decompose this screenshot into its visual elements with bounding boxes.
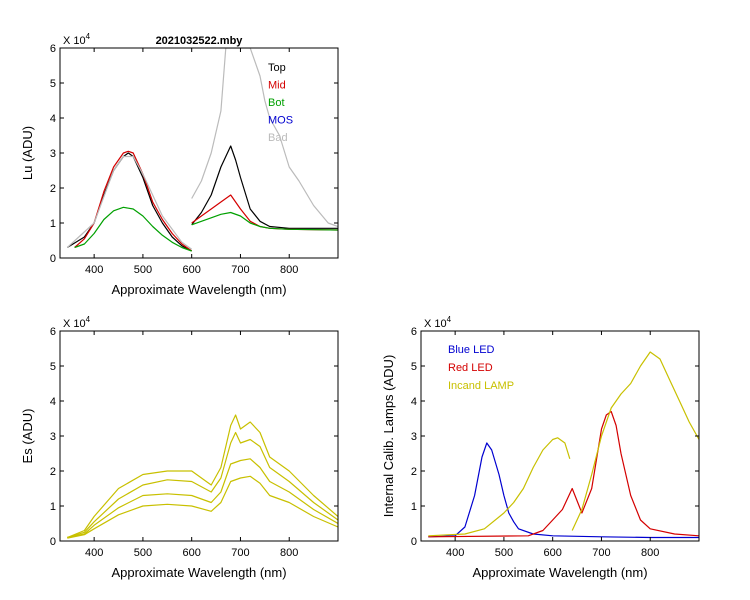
- series-line-bad: [66, 155, 193, 250]
- y-axis-label: Internal Calib. Lamps (ADU): [381, 355, 396, 518]
- x-tick-label: 800: [280, 547, 298, 559]
- y-tick-label: 5: [411, 361, 417, 373]
- y-axis-label: Lu (ADU): [20, 126, 35, 180]
- x-tick-label: 400: [85, 264, 103, 276]
- y-tick-label: 3: [50, 148, 56, 160]
- lu-chart: 400 500 600 700 800 0 1 2 3 4 5 6 X 104 Approximate W…: [20, 32, 339, 297]
- series-line-bot: [74, 206, 192, 252]
- y-tick-label: 2: [50, 183, 56, 195]
- y-tick-label: 6: [411, 326, 417, 338]
- plot-frame: [59, 47, 339, 259]
- lamps-chart: 400 500 600 700 800 0 1 2 3 4 5 6 X 104 Approximate W…: [381, 315, 700, 580]
- legend-entry-mos: MOS: [268, 115, 293, 127]
- x-tick-label: 700: [231, 264, 249, 276]
- y-tick-label: 1: [411, 501, 417, 513]
- series-line-es-3: [67, 458, 338, 539]
- series-group: [66, 48, 338, 252]
- x-tick-label: 500: [495, 547, 513, 559]
- legend-entry-bot: Bot: [268, 97, 285, 109]
- x-tick-label: 600: [544, 547, 562, 559]
- chart-title: 2021032522.mby: [156, 35, 244, 47]
- y-tick-label: 0: [411, 536, 417, 548]
- x-tick-label: 500: [134, 547, 152, 559]
- legend-entry-incand-lamp: Incand LAMP: [448, 380, 514, 392]
- y-tick-label: 6: [50, 43, 56, 55]
- legend-entry-bad: Bad: [268, 132, 288, 144]
- x-axis-label: Approximate Wavelength (nm): [111, 282, 286, 297]
- series-group: [428, 351, 699, 539]
- y-tick-label: 1: [50, 501, 56, 513]
- y-exponent-power: 4: [86, 32, 91, 41]
- legend-entry-blue-led: Blue LED: [448, 344, 495, 356]
- x-tick-label: 700: [592, 547, 610, 559]
- y-exponent-power: 4: [86, 315, 91, 324]
- y-tick-label: 4: [50, 113, 56, 125]
- series-line-es-2: [67, 431, 338, 539]
- y-exponent-label: X 104: [63, 32, 91, 47]
- series-line-incand-lamp: [428, 437, 571, 537]
- x-tick-label: 600: [183, 547, 201, 559]
- y-exponent-label: X 104: [63, 315, 91, 330]
- legend-entry-mid: Mid: [268, 80, 286, 92]
- series-line-blue-led: [428, 442, 699, 539]
- series-line-es-1: [67, 414, 338, 539]
- plot-frame: [59, 330, 339, 542]
- y-tick-label: 3: [50, 431, 56, 443]
- x-tick-label: 500: [134, 264, 152, 276]
- es-chart: 400 500 600 700 800 0 1 2 3 4 5 6 X 104 Approximate W…: [20, 315, 339, 580]
- legend-entry-top: Top: [268, 62, 286, 74]
- series-line-bot: [191, 211, 338, 231]
- y-exponent-label: X 104: [424, 315, 452, 330]
- y-tick-label: 3: [411, 431, 417, 443]
- y-tick-label: 5: [50, 361, 56, 373]
- series-group: [67, 414, 338, 539]
- x-axis-label: Approximate Wavelength (nm): [472, 565, 647, 580]
- series-line-incand-lamp: [571, 351, 699, 531]
- y-tick-label: 2: [50, 466, 56, 478]
- series-line-mid: [191, 194, 338, 231]
- y-tick-label: 0: [50, 536, 56, 548]
- y-tick-label: 1: [50, 218, 56, 230]
- legend-entry-red-led: Red LED: [448, 362, 493, 374]
- x-tick-label: 400: [446, 547, 464, 559]
- series-line-red-led: [428, 410, 699, 538]
- x-tick-label: 800: [641, 547, 659, 559]
- y-axis-label: Es (ADU): [20, 409, 35, 464]
- x-tick-label: 700: [231, 547, 249, 559]
- y-tick-label: 4: [50, 396, 56, 408]
- series-line-es-4: [67, 475, 338, 539]
- y-tick-label: 6: [50, 326, 56, 338]
- y-tick-label: 5: [50, 78, 56, 90]
- x-tick-label: 600: [183, 264, 201, 276]
- y-tick-label: 0: [50, 253, 56, 265]
- series-line-top: [191, 145, 338, 229]
- y-tick-label: 2: [411, 466, 417, 478]
- x-axis-label: Approximate Wavelength (nm): [111, 565, 286, 580]
- x-tick-label: 800: [280, 264, 298, 276]
- series-line-bad: [191, 48, 338, 228]
- y-tick-label: 4: [411, 396, 417, 408]
- y-exponent-power: 4: [447, 315, 452, 324]
- x-tick-label: 400: [85, 547, 103, 559]
